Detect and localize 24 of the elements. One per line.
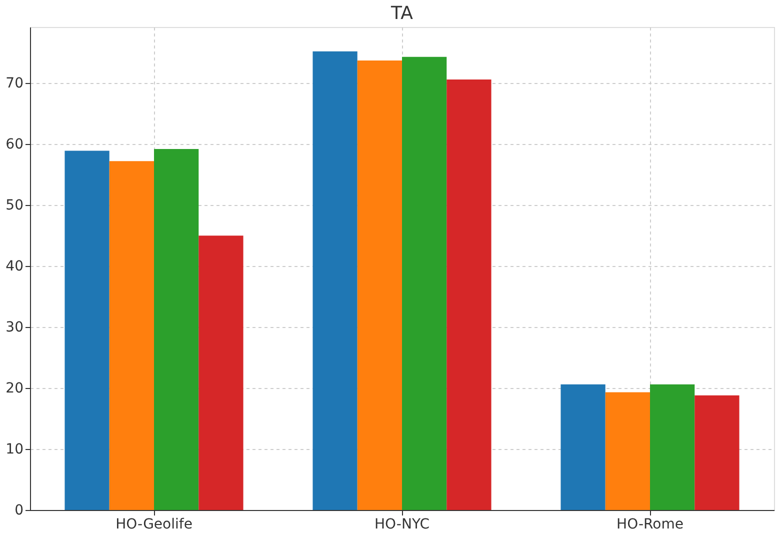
- bar: [446, 79, 492, 510]
- y-tick-label: 60: [6, 136, 24, 153]
- bar: [198, 236, 244, 510]
- bar: [154, 148, 199, 510]
- y-tick-label: 40: [6, 258, 24, 275]
- y-tick-label: 50: [6, 198, 24, 214]
- y-tick-label: 30: [6, 320, 24, 336]
- x-tick-label: HO-Geolife: [116, 516, 192, 532]
- bar: [402, 56, 447, 510]
- bar: [650, 384, 695, 510]
- y-tick-label: 0: [14, 502, 24, 518]
- x-tick-label: HO-NYC: [374, 516, 430, 532]
- bar: [109, 161, 154, 510]
- bar: [694, 395, 740, 510]
- chart-title: TA: [390, 3, 414, 24]
- x-tick-label: HO-Rome: [616, 516, 684, 532]
- y-tick-label: 70: [6, 76, 24, 92]
- y-tick-label: 10: [6, 442, 24, 458]
- y-tick-label: 20: [6, 380, 24, 397]
- bar: [312, 51, 358, 510]
- bar: [560, 384, 606, 510]
- bar: [64, 150, 110, 510]
- bar: [357, 60, 402, 510]
- bar: [605, 392, 650, 510]
